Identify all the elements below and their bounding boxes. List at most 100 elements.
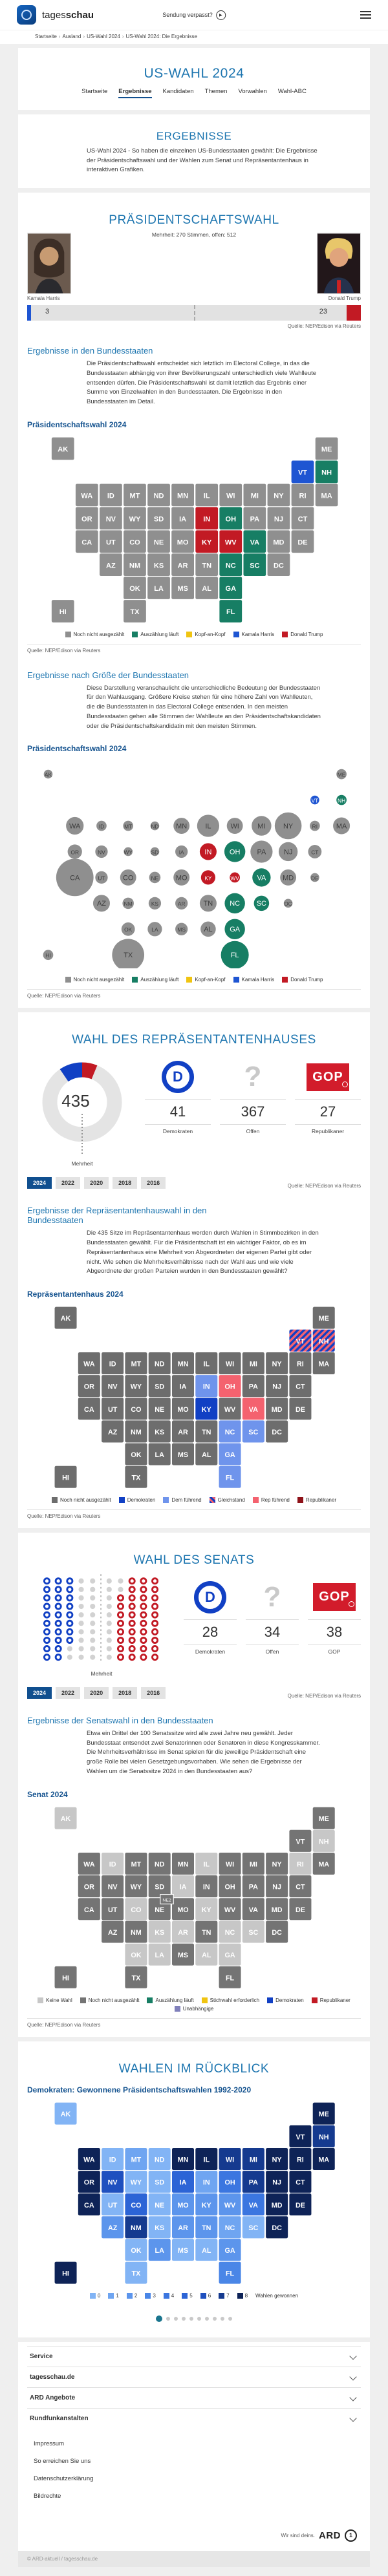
svg-text:MI: MI [251,492,259,500]
majority-marker [194,305,195,321]
tab-kandidaten[interactable]: Kandidaten [162,88,194,95]
legend-item: 6 [200,2292,211,2299]
year-button-2016[interactable]: 2016 [141,1687,166,1699]
svg-text:PA: PA [257,849,266,857]
carousel-dot-2[interactable] [166,2316,170,2321]
svg-text:OR: OR [84,1883,94,1891]
legend-item: Donald Trump [282,631,323,637]
year-button-2022[interactable]: 2022 [56,1177,81,1189]
legend-item: Stichwahl erforderlich [201,1997,259,2003]
legend-label: Demokraten [127,1496,156,1503]
svg-text:IN: IN [203,1383,210,1391]
legend-swatch [132,631,138,637]
svg-text:OR: OR [70,849,79,856]
legend-label: Noch nicht ausgezählt [73,977,125,983]
legend-swatch [201,1997,208,2003]
svg-text:MN: MN [177,492,188,500]
svg-text:WI: WI [226,1360,234,1368]
gop-logo-icon: GOP [307,1063,349,1091]
svg-text:NY: NY [283,823,294,831]
svg-text:HI: HI [45,952,50,959]
footer-accordion-service[interactable]: Service [27,2345,361,2367]
footer-link-bildrechte[interactable]: Bildrechte [34,2492,61,2500]
legend-item: 0 [89,2292,100,2299]
play-icon[interactable]: ▶ [215,10,226,20]
senate-stat-demokraten: D 28 Demokraten [184,1581,237,1655]
house-stat-demokraten: D 41 Demokraten [145,1060,211,1134]
sendung-verpasst-link[interactable]: Sendung verpasst? ▶ [162,10,226,20]
year-button-2016[interactable]: 2016 [141,1177,166,1189]
footer-link-so-erreichen-sie-uns[interactable]: So erreichen Sie uns [34,2457,91,2465]
svg-text:RI: RI [297,2156,304,2164]
svg-text:AK: AK [61,1315,71,1323]
breadcrumb: Startseite › Ausland › US-Wahl 2024 › US-Wahl … [0,30,388,44]
year-button-2024[interactable]: 2024 [27,1177,52,1189]
tagesschau-logo-icon[interactable] [17,5,36,25]
democrats-logo-icon: D [162,1061,194,1094]
brand-wordmark[interactable]: tagesschau [42,9,94,21]
footer-accordion-tagesschau-de[interactable]: tagesschau.de [27,2366,361,2387]
svg-text:MS: MS [177,927,186,933]
footer-accordion-rundfunkanstalten[interactable]: Rundfunkanstalten [27,2407,361,2429]
carousel-dot-4[interactable] [182,2316,186,2321]
svg-text:VT: VT [312,798,319,804]
house-donut: 435 Mehrheit [27,1054,137,1167]
menu-icon[interactable] [360,11,371,19]
breadcrumb-item[interactable]: US-Wahl 2024 [87,34,120,39]
tab-ergebnisse[interactable]: Ergebnisse [118,88,152,98]
carousel-dot-1[interactable] [156,2315,162,2322]
legend-item: Demokraten [267,1997,304,2003]
footer-accordion-label: Rundfunkanstalten [30,2414,89,2422]
year-button-2022[interactable]: 2022 [56,1687,81,1699]
year-button-2018[interactable]: 2018 [113,1687,138,1699]
svg-text:AZ: AZ [97,900,106,908]
breadcrumb-item[interactable]: Startseite [35,34,57,39]
intro-title: ERGEBNISSE [156,130,232,142]
carousel-dot-3[interactable] [174,2316,178,2321]
ard-branding: Wir sind deins. ARD 1 [27,2507,361,2551]
svg-text:MI: MI [250,1360,257,1368]
house-total-seats: 435 [61,1091,90,1111]
tab-startseite[interactable]: Startseite [81,88,108,95]
footer-accordion-ard-angebote[interactable]: ARD Angebote [27,2387,361,2408]
ard-one-icon: 1 [345,2529,357,2542]
tab-wahl-abc[interactable]: Wahl-ABC [277,88,307,95]
breadcrumb-item[interactable]: US-Wahl 2024: Die Ergebnisse [125,34,197,39]
senate-title: WAHL DES SENATS [133,1553,255,1567]
svg-text:MO: MO [177,1906,188,1913]
carousel-dot-7[interactable] [205,2316,209,2321]
carousel-dot-8[interactable] [213,2316,217,2321]
us-map-senate[interactable]: AK ME VT NH WA ID MT ND MN IL WI MI NY RI MA OR NV WY SD IA… [27,1804,361,1992]
tab-themen[interactable]: Themen [204,88,228,95]
us-bubble-map-president[interactable]: AK ME VT NH WA ID MT ND MN IL WI MI NY RI MA OR NV WY SD IA… [27,758,361,972]
us-map-house[interactable]: AK ME VT NH WA ID MT ND MN IL WI MI NY RI MA OR NV WY SD IA… [27,1304,361,1492]
year-button-2024[interactable]: 2024 [27,1687,52,1699]
legend-swatch [282,631,288,637]
footer-link-datenschutzerkl-rung[interactable]: Datenschutzerklärung [34,2475,94,2482]
svg-text:MO: MO [177,2201,188,2209]
us-map-retro[interactable]: AK ME VT NH WA ID MT ND MN IL WI MI NY RI MA OR NV WY SD IA… [27,2100,361,2288]
svg-text:NM: NM [124,901,133,908]
legend-item: Kamala Harris [233,977,274,983]
year-button-2020[interactable]: 2020 [84,1687,109,1699]
year-button-2018[interactable]: 2018 [113,1177,138,1189]
carousel-dot-9[interactable] [221,2316,224,2321]
senate-chart-row: Mehrheit D 28 Demokraten? 34 Offen GOP 38 GOP [27,1574,361,1677]
carousel-dot-10[interactable] [228,2316,232,2321]
breadcrumb-item[interactable]: Ausland [62,34,81,39]
svg-text:SD: SD [154,515,164,523]
legend-label: 7 [226,2292,230,2299]
us-map-president[interactable]: AK ME VT NH WA ID MT ND MN IL WI MI NY RI MA OR NV WY SD IA… [27,434,361,626]
senate-stat-value: 34 [246,1619,299,1645]
year-button-2020[interactable]: 2020 [84,1177,109,1189]
harris-photo: Kamala Harris [27,233,71,301]
footer-link-impressum[interactable]: Impressum [34,2440,64,2447]
svg-text:NJ: NJ [284,849,292,857]
carousel-dot-6[interactable] [197,2316,201,2321]
svg-text:MN: MN [178,1860,189,1868]
carousel-dot-5[interactable] [189,2316,193,2321]
tab-vorwahlen[interactable]: Vorwahlen [238,88,267,95]
svg-text:RI: RI [299,492,307,500]
svg-text:MD: MD [272,1906,283,1913]
svg-text:WA: WA [83,1360,95,1368]
